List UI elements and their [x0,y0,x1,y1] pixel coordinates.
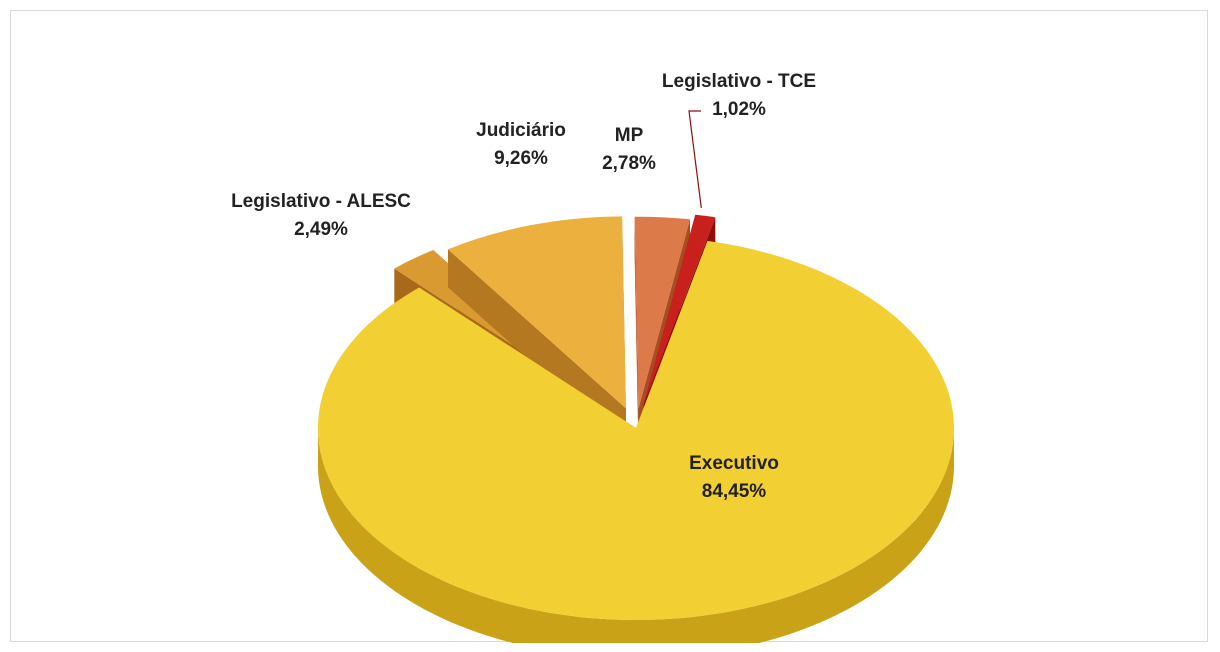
pie-chart: Executivo 84,45% Legislativo - ALESC 2,49% J… [231,71,954,643]
slice-label-name: Executivo [689,453,779,474]
slice-label-name: Judiciário [476,120,566,141]
slice-label-name: Legislativo - ALESC [231,191,411,212]
slice-label-value: 9,26% [494,148,548,169]
chart-frame: Executivo 84,45% Legislativo - ALESC 2,49% J… [10,10,1208,643]
pie-slice-top [634,216,690,409]
slice-label-value: 2,49% [294,219,348,240]
pie-slice-wall [634,216,639,447]
pie-slice-top [317,240,954,620]
pie-slice-top [643,214,716,405]
slice-label-value: 84,45% [702,481,767,502]
slice-label-name: Legislativo - TCE [662,71,816,92]
slice-label-value: 2,78% [602,153,656,174]
slice-label-name: MP [615,125,644,146]
pie-slice-executivo [317,240,954,643]
leader-line [688,110,702,208]
pie-slice-top [448,216,626,409]
slice-label-value: 1,02% [712,99,766,120]
